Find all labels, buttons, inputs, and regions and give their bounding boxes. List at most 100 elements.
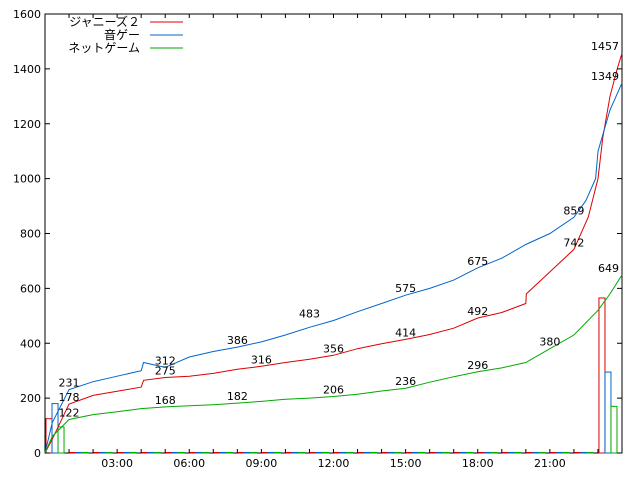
hourly-bar <box>171 451 179 454</box>
hourly-bar <box>285 451 293 454</box>
data-label: 380 <box>539 336 560 349</box>
data-label: 316 <box>251 353 272 366</box>
hourly-bar <box>267 451 275 454</box>
data-label: 122 <box>59 407 80 420</box>
hourly-bar <box>225 451 233 454</box>
hourly-bar <box>129 451 137 454</box>
y-tick-label: 800 <box>20 228 41 241</box>
series-line <box>44 53 623 454</box>
hourly-bar <box>93 451 101 454</box>
hourly-bar <box>442 451 450 454</box>
hourly-bar <box>315 451 323 454</box>
hourly-bar <box>418 451 426 454</box>
data-label: 675 <box>467 255 488 268</box>
hourly-bar <box>189 451 197 454</box>
hourly-bar <box>532 451 540 454</box>
hourly-bar <box>550 451 558 454</box>
data-label: 483 <box>299 307 320 320</box>
hourly-bar <box>249 451 257 454</box>
x-axis: 03:00 06:00 09:00 12:00 15:00 18:00 21:00 <box>68 14 599 470</box>
hourly-bar <box>153 451 161 454</box>
data-label: 414 <box>395 326 416 339</box>
y-tick-label: 1200 <box>13 118 41 131</box>
y-tick-label: 200 <box>20 392 41 405</box>
x-tick-label: 21:00 <box>534 457 566 470</box>
hourly-bar <box>430 451 438 454</box>
hourly-bar <box>334 451 342 454</box>
hourly-bar <box>117 451 125 454</box>
hourly-bar <box>586 451 594 454</box>
hourly-bar <box>213 451 221 454</box>
hourly-bar <box>412 451 420 454</box>
hourly-bar <box>382 451 390 454</box>
y-axis: 0 200 400 600 800 1000 1200 1400 1600 <box>13 8 622 460</box>
y-tick-label: 1600 <box>13 8 41 21</box>
hourly-bar <box>243 451 251 454</box>
hourly-bar <box>219 451 227 454</box>
data-label: 275 <box>155 365 176 378</box>
hourly-bar <box>394 451 402 454</box>
hourly-bar <box>490 451 498 454</box>
hourly-bar <box>177 451 185 454</box>
hourly-bar <box>388 451 396 454</box>
y-tick-label: 0 <box>34 447 41 460</box>
hourly-bar <box>502 451 510 454</box>
data-label: 168 <box>155 394 176 407</box>
hourly-bar <box>364 451 372 454</box>
hourly-bar <box>201 451 209 454</box>
data-label: 386 <box>227 334 248 347</box>
data-label: 859 <box>563 204 584 217</box>
hourly-bar <box>406 451 414 454</box>
series-lines <box>44 53 623 454</box>
series-line <box>44 274 623 454</box>
hourly-bar <box>261 451 269 454</box>
y-tick-label: 600 <box>20 282 41 295</box>
hourly-bar <box>105 451 113 454</box>
hourly-bar <box>436 451 444 454</box>
data-label: 312 <box>155 354 176 367</box>
data-label: 1457 <box>591 40 619 53</box>
hourly-bar <box>141 451 149 454</box>
hourly-bar <box>526 451 534 454</box>
hourly-bar <box>321 451 329 454</box>
data-label: 1349 <box>591 70 619 83</box>
hourly-bar <box>484 451 492 454</box>
hourly-bar <box>574 451 582 454</box>
x-tick-label: 09:00 <box>246 457 278 470</box>
hourly-bar <box>165 451 173 454</box>
data-label: 356 <box>323 342 344 355</box>
hourly-bar <box>195 451 203 454</box>
x-tick-label: 18:00 <box>462 457 494 470</box>
hourly-bar <box>460 451 468 454</box>
series-line <box>44 82 623 454</box>
hourly-bar <box>598 297 606 454</box>
hourly-bar <box>556 451 564 454</box>
hourly-bar <box>340 451 348 454</box>
hourly-bar <box>604 371 612 454</box>
data-label: 236 <box>395 375 416 388</box>
hourly-bar <box>309 451 317 454</box>
hourly-bar <box>123 451 131 454</box>
data-label: 649 <box>598 262 619 275</box>
hourly-bar <box>147 451 155 454</box>
hourly-bar <box>358 451 366 454</box>
hourly-bar <box>514 451 522 454</box>
data-label: 492 <box>467 305 488 318</box>
hourly-bar <box>291 451 299 454</box>
hourly-bar <box>75 451 83 454</box>
legend-label: ネットゲーム <box>68 41 140 55</box>
hourly-bar <box>562 451 570 454</box>
legend-label: 音ゲー <box>104 27 140 42</box>
data-label: 178 <box>59 391 80 404</box>
y-tick-label: 1000 <box>13 173 41 186</box>
data-label: 575 <box>395 282 416 295</box>
x-tick-label: 12:00 <box>318 457 350 470</box>
data-label: 742 <box>563 236 584 249</box>
x-tick-label: 03:00 <box>101 457 133 470</box>
hourly-bar <box>346 451 354 454</box>
hourly-bar <box>580 451 588 454</box>
hourly-bar <box>273 451 281 454</box>
legend-label: ジャニーズ２ <box>69 14 140 29</box>
data-label: 206 <box>323 383 344 396</box>
